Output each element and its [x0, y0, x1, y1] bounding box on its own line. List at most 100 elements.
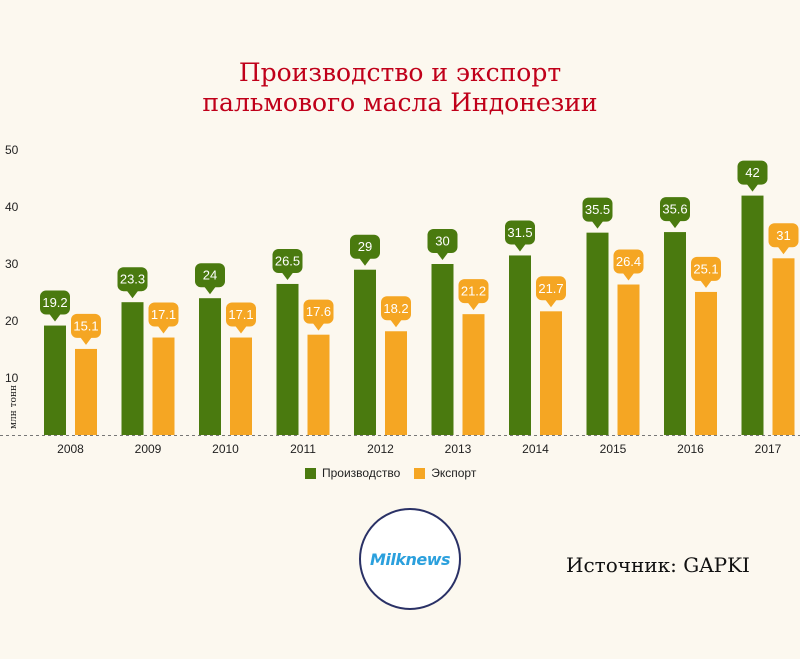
value-label-production: 23.3 — [120, 272, 145, 287]
value-callout-pointer — [467, 302, 480, 311]
x-tick-label: 2016 — [677, 442, 704, 456]
bar-export — [617, 284, 640, 435]
bar-chart: 10 20 30 40 50 млн тонн 19.2 15.1 2008 23.3 17.1 20… — [0, 143, 800, 456]
value-callout-pointer — [281, 271, 294, 280]
bar-export — [307, 334, 330, 435]
bar-export — [540, 311, 562, 435]
value-callout-production — [272, 248, 303, 273]
value-callout-pointer — [514, 243, 526, 252]
x-tick-label: 2008 — [57, 442, 84, 456]
value-callout-production — [660, 197, 690, 222]
bar-production — [44, 325, 66, 435]
bar-production — [354, 269, 376, 435]
bar-production — [199, 298, 221, 435]
value-label-production: 35.6 — [662, 202, 687, 217]
bar-export — [75, 348, 97, 435]
value-callout-production — [350, 234, 380, 259]
bar-export — [230, 337, 252, 435]
value-label-export: 17.6 — [306, 304, 331, 319]
chart-title-line2: пальмового масла Индонезии — [202, 88, 598, 117]
value-label-export: 17.1 — [228, 307, 253, 322]
value-callout-production — [582, 197, 613, 222]
value-callout-production — [195, 263, 225, 288]
legend-label-export: Экспорт — [431, 466, 477, 480]
x-tick-label: 2010 — [212, 442, 239, 456]
value-label-production: 30 — [435, 234, 449, 249]
bar-export — [385, 331, 407, 435]
value-callout-pointer — [126, 290, 139, 299]
value-label-production: 42 — [745, 165, 759, 180]
value-label-export: 21.2 — [461, 284, 486, 299]
bar-export — [772, 258, 795, 435]
bar-production — [431, 264, 454, 435]
value-callout-pointer — [49, 313, 61, 322]
value-label-production: 24 — [203, 268, 217, 283]
bar-production — [509, 255, 531, 435]
value-label-production: 26.5 — [275, 253, 300, 268]
logo-text: Milknews — [369, 549, 451, 569]
milknews-logo: Milknews — [359, 508, 461, 610]
value-label-export: 21.7 — [538, 281, 563, 296]
value-label-production: 35.5 — [585, 202, 610, 217]
value-callout-pointer — [204, 286, 216, 295]
value-callout-export — [303, 299, 334, 324]
value-callout-export — [768, 223, 799, 248]
x-tick-label: 2015 — [600, 442, 627, 456]
value-callout-production — [505, 220, 535, 245]
value-callout-production — [427, 229, 458, 253]
y-tick-label: 40 — [5, 200, 19, 214]
bar-export — [462, 314, 485, 435]
x-tick-label: 2017 — [755, 442, 782, 456]
bar-export — [152, 337, 175, 435]
source-note: Источник: GAPKI — [566, 553, 750, 577]
y-tick-label: 20 — [5, 314, 19, 328]
value-callout-pointer — [390, 319, 402, 328]
value-label-production: 19.2 — [42, 295, 67, 310]
legend-item-export: Экспорт — [414, 466, 476, 480]
y-tick-label: 30 — [5, 257, 19, 271]
value-label-export: 15.1 — [73, 318, 98, 333]
value-callout-production — [117, 267, 148, 292]
chart-title-line1: Производство и экспорт — [238, 58, 562, 87]
x-tick-label: 2009 — [135, 442, 162, 456]
bar-export — [695, 291, 717, 435]
value-callout-export — [691, 256, 721, 281]
x-tick-label: 2013 — [445, 442, 472, 456]
legend-swatch-production — [305, 467, 316, 479]
y-tick-label: 10 — [5, 371, 19, 385]
value-callout-pointer — [359, 257, 371, 266]
value-callout-export — [536, 276, 566, 301]
x-tick-label: 2011 — [290, 442, 316, 456]
x-tick-label: 2012 — [367, 442, 394, 456]
value-callout-pointer — [622, 272, 635, 281]
value-callout-export — [458, 279, 489, 304]
value-callout-pointer — [591, 220, 604, 229]
legend-item-production: Производство — [305, 466, 400, 480]
value-label-production: 29 — [358, 239, 372, 254]
value-callout-export — [613, 249, 644, 274]
y-tick-label: 50 — [5, 143, 19, 157]
value-callout-pointer — [80, 336, 92, 345]
value-callout-pointer — [157, 325, 170, 334]
value-callout-pointer — [746, 183, 759, 192]
value-label-production: 31.5 — [507, 225, 532, 240]
value-callout-export — [148, 302, 179, 327]
bar-production — [276, 283, 299, 435]
chart-title: Производство и экспорт пальмового масла … — [0, 58, 800, 118]
value-callout-export — [71, 313, 101, 338]
value-callout-pointer — [545, 299, 557, 308]
value-callout-export — [381, 296, 411, 321]
bar-production — [741, 195, 764, 435]
value-callout-production — [40, 290, 70, 315]
value-callout-export — [226, 302, 256, 327]
value-callout-pointer — [312, 322, 325, 331]
value-callout-pointer — [700, 279, 712, 288]
value-label-export: 25.1 — [693, 261, 718, 276]
value-callout-production — [737, 160, 768, 185]
bar-production — [664, 232, 686, 435]
value-label-export: 18.2 — [383, 301, 408, 316]
bar-production — [121, 302, 144, 435]
value-label-export: 17.1 — [151, 307, 176, 322]
chart-legend: Производство Экспорт — [305, 466, 482, 480]
value-label-export: 31 — [776, 228, 790, 243]
